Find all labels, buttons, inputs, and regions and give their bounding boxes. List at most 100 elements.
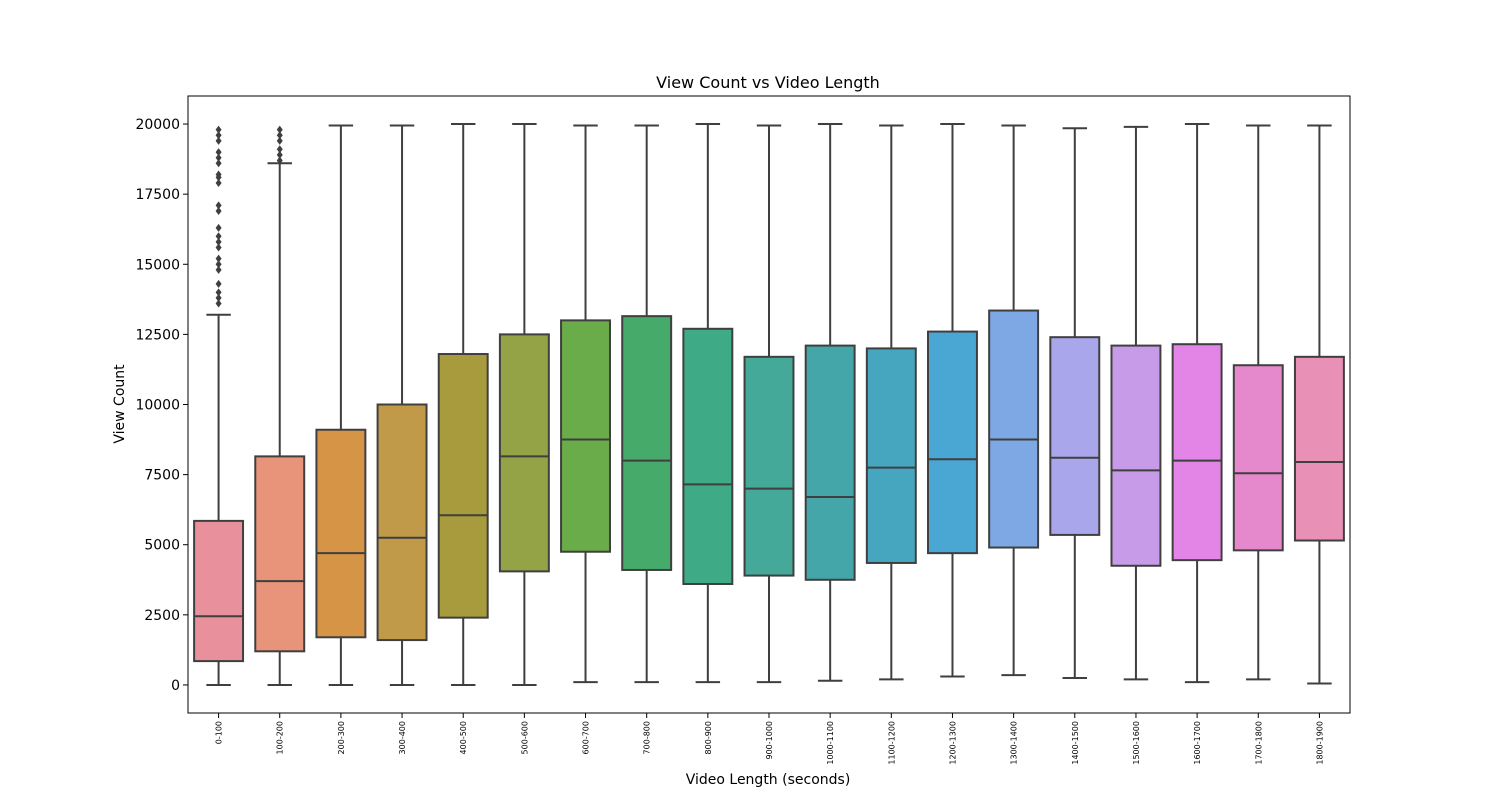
outlier-point — [215, 232, 222, 241]
outlier-point — [215, 159, 222, 168]
plot-area-frame — [187, 95, 1351, 714]
x-tick-label: 1100-1200 — [887, 721, 896, 765]
outlier-point — [215, 153, 222, 162]
outlier-point — [215, 136, 222, 145]
box-500-600 — [498, 123, 550, 686]
box-1100-1200 — [865, 124, 917, 681]
outlier-point — [276, 156, 283, 165]
box-iqr — [1171, 343, 1223, 562]
box-1700-1800 — [1232, 124, 1284, 681]
box-iqr — [988, 309, 1040, 549]
x-tick-label: 1500-1600 — [1132, 721, 1141, 765]
outlier-point — [215, 125, 222, 134]
x-tick-label: 1400-1500 — [1071, 721, 1080, 765]
outlier-point — [276, 136, 283, 145]
x-tick-label: 400-500 — [459, 721, 468, 754]
outlier-point — [276, 145, 283, 154]
box-700-800 — [621, 124, 673, 684]
outlier-point — [215, 260, 222, 269]
y-tick-label: 17500 — [135, 187, 180, 203]
outlier-point — [215, 131, 222, 140]
box-1300-1400 — [988, 124, 1040, 677]
y-tick-label: 10000 — [135, 398, 180, 414]
outlier-point — [215, 243, 222, 252]
outlier-point — [215, 178, 222, 187]
y-tick-label: 5000 — [144, 538, 180, 554]
x-tick-label: 1700-1800 — [1254, 721, 1263, 765]
x-tick-label: 600-700 — [582, 721, 591, 754]
x-axis-label: Video Length (seconds) — [686, 772, 851, 788]
outlier-point — [215, 265, 222, 274]
box-iqr — [193, 519, 245, 663]
box-1400-1500 — [1049, 127, 1101, 679]
box-600-700 — [560, 124, 611, 684]
y-tick-label: 20000 — [135, 117, 180, 133]
box-iqr — [1232, 364, 1284, 552]
box-iqr — [804, 344, 856, 581]
y-axis: 0 2500 5000 7500 10000 12500 15000 17500 20000 — [135, 117, 188, 694]
box-iqr — [743, 355, 795, 577]
box-900-1000 — [743, 124, 795, 684]
box-iqr — [437, 353, 489, 619]
x-tick-label: 100-200 — [276, 721, 285, 754]
outlier-point — [215, 288, 222, 297]
x-tick-label: 800-900 — [704, 721, 713, 754]
box-iqr — [315, 428, 367, 639]
outlier-point — [215, 170, 222, 179]
x-tick-label: 1000-1100 — [826, 721, 835, 765]
box-iqr — [498, 333, 550, 573]
box-iqr — [376, 403, 428, 642]
box-iqr — [927, 330, 978, 555]
outlier-point — [215, 223, 222, 232]
box-1200-1300 — [927, 123, 978, 678]
y-axis-label: View Count — [112, 364, 128, 444]
box-iqr — [865, 347, 917, 564]
box-0-100 — [193, 125, 245, 686]
x-tick-label: 500-600 — [520, 721, 529, 754]
x-tick-label: 1300-1400 — [1010, 721, 1019, 765]
box-iqr — [254, 455, 306, 653]
x-tick-label: 1600-1700 — [1193, 721, 1202, 765]
box-1800-1900 — [1293, 124, 1345, 685]
chart-title: View Count vs Video Length — [656, 73, 880, 92]
x-tick-label: 900-1000 — [765, 721, 774, 760]
outlier-point — [215, 254, 222, 263]
outlier-point — [215, 201, 222, 210]
outlier-point — [215, 237, 222, 246]
x-axis: 0-100 100-200 200-300 300-400 400-500 500-600… — [215, 713, 1324, 765]
box-300-400 — [376, 124, 428, 686]
x-tick-label: 300-400 — [398, 721, 407, 754]
outlier-point — [215, 206, 222, 215]
box-iqr — [1293, 355, 1345, 542]
y-tick-label: 15000 — [135, 257, 180, 273]
y-tick-label: 7500 — [144, 468, 180, 484]
outlier-point — [215, 293, 222, 302]
outlier-point — [215, 148, 222, 157]
y-tick-label: 0 — [171, 678, 180, 694]
box-400-500 — [437, 123, 489, 686]
box-iqr — [621, 315, 673, 571]
y-tick-label: 2500 — [144, 608, 180, 624]
y-tick-label: 12500 — [135, 327, 180, 343]
box-iqr — [560, 319, 611, 553]
x-tick-label: 1800-1900 — [1315, 721, 1324, 765]
box-800-900 — [682, 123, 734, 684]
outlier-point — [215, 299, 222, 308]
x-tick-label: 0-100 — [215, 721, 224, 744]
box-200-300 — [315, 124, 367, 686]
boxes-group — [193, 123, 1345, 686]
outlier-point — [215, 279, 222, 288]
box-1000-1100 — [804, 123, 856, 682]
box-iqr — [1049, 336, 1101, 536]
x-tick-label: 200-300 — [337, 721, 346, 754]
outlier-point — [276, 150, 283, 159]
x-tick-label: 700-800 — [643, 721, 652, 754]
outlier-point — [276, 131, 283, 140]
box-1600-1700 — [1171, 123, 1223, 684]
box-1500-1600 — [1110, 125, 1162, 681]
outlier-point — [276, 125, 283, 134]
x-tick-label: 1200-1300 — [948, 721, 957, 765]
box-iqr — [1110, 344, 1162, 567]
